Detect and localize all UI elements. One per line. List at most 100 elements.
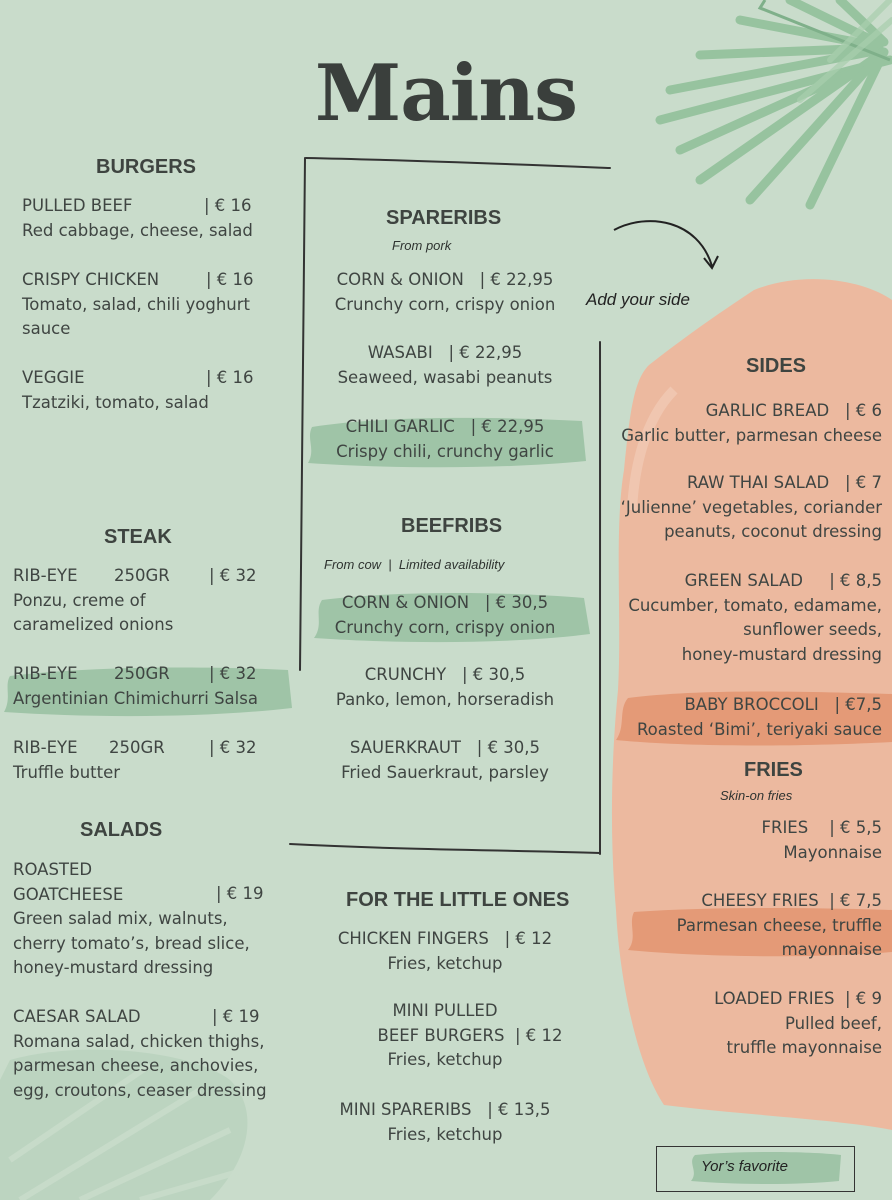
item-price: | € 12	[504, 929, 553, 948]
item-name: CORN & ONION	[336, 270, 464, 289]
item-name-line: SAUERKRAUT | € 30,5	[300, 736, 590, 761]
item-name: RIB-EYE	[13, 738, 78, 757]
item-description: Fried Sauerkraut, parsley	[341, 762, 549, 782]
item-description: parmesan cheese, anchovies,	[13, 1056, 259, 1075]
menu-item: CRUNCHY | € 30,5 Panko, lemon, horseradi…	[300, 663, 590, 712]
highlight-chili-garlic	[306, 413, 588, 471]
item-name-line: GREEN SALAD | € 8,5	[612, 569, 882, 594]
palm-leaf-icon	[640, 0, 892, 210]
item-name: GREEN SALAD	[684, 571, 803, 590]
legend-swatch	[691, 1152, 841, 1184]
item-description: Romana salad, chicken thighs,	[13, 1031, 265, 1051]
item-description: Crunchy corn, crispy onion	[334, 294, 556, 314]
item-price: | € 22,95	[479, 270, 554, 289]
section-note-beefribs: From cow | Limited availability	[324, 557, 505, 572]
item-name: ROASTED	[13, 860, 93, 879]
item-description: honey-mustard dressing	[681, 644, 882, 664]
item-description: truffle mayonnaise	[726, 1038, 882, 1057]
item-name: CHILI GARLIC	[345, 417, 455, 436]
item-description: Pulled beef,	[785, 1013, 882, 1033]
item-price: | € 22,95	[448, 343, 523, 362]
item-description: Red cabbage, cheese, salad	[22, 220, 253, 240]
item-price: | € 13,5	[487, 1100, 551, 1119]
item-name: CRUNCHY	[364, 665, 447, 684]
item-name-line: BABY BROCCOLI | €7,5	[612, 693, 882, 718]
item-name-line: FRIES | € 5,5	[612, 816, 882, 841]
item-price: | €7,5	[834, 695, 882, 714]
item-price: | € 8,5	[829, 571, 882, 590]
item-price: | € 32	[209, 664, 257, 683]
menu-item: ROASTED GOATCHEESE | € 19 Green salad mi…	[13, 858, 283, 981]
item-name: CHICKEN FINGERS	[337, 929, 489, 948]
item-name-line: RAW THAI SALAD | € 7	[612, 471, 882, 496]
item-price: | € 30,5	[484, 593, 549, 612]
item-name: WASABI	[367, 343, 433, 362]
item-description: Green salad mix, walnuts,	[13, 909, 228, 928]
item-name-line: CHICKEN FINGERS | € 12	[300, 927, 590, 952]
highlight-chimichurri	[4, 664, 294, 720]
item-description: cherry tomato’s, bread slice,	[13, 933, 250, 953]
menu-item: WASABI | € 22,95 Seaweed, wasabi peanuts	[300, 341, 590, 390]
item-price: | € 7,5	[829, 891, 882, 910]
item-description: honey-mustard dressing	[13, 958, 214, 977]
item-description: sunflower seeds,	[743, 620, 882, 639]
menu-item: GARLIC BREAD | € 6 Garlic butter, parmes…	[612, 399, 882, 448]
item-description: Ponzu, creme of	[13, 590, 146, 610]
section-heading-salads: SALADS	[80, 819, 163, 841]
section-heading-burgers: BURGERS	[96, 156, 197, 178]
item-name: CHEESY FRIES	[701, 891, 819, 910]
menu-item: LOADED FRIES | € 9 Pulled beef, truffle …	[612, 987, 882, 1061]
menu-item: CHEESY FRIES | € 7,5 Parmesan cheese, tr…	[612, 889, 882, 963]
menu-item: CHILI GARLIC | € 22,95 Crispy chili, cru…	[300, 415, 590, 464]
item-name: BABY BROCCOLI	[684, 695, 819, 714]
item-price: | € 32	[209, 566, 257, 585]
section-heading-beefribs: BEEFRIBS	[401, 515, 503, 537]
menu-item: RAW THAI SALAD | € 7 ‘Julienne’ vegetabl…	[612, 471, 882, 545]
item-description: Parmesan cheese, truffle	[676, 915, 882, 935]
item-name: GOATCHEESE	[13, 884, 124, 904]
item-price: | € 30,5	[476, 738, 541, 757]
item-description: Argentinian Chimichurri Salsa	[13, 688, 258, 708]
item-description: Cucumber, tomato, edamame,	[628, 595, 882, 615]
item-name-line: CHEESY FRIES | € 7,5	[612, 889, 882, 914]
section-heading-little-ones: FOR THE LITTLE ONES	[346, 889, 570, 911]
item-description: Fries, ketchup	[387, 1124, 503, 1144]
menu-item: RIB-EYE 250GR | € 32 Truffle butter	[13, 736, 273, 785]
item-description: egg, croutons, ceaser dressing	[13, 1080, 267, 1100]
item-name-line: CRUNCHY | € 30,5	[300, 663, 590, 688]
item-price: | € 7	[844, 473, 882, 492]
item-name-line: GARLIC BREAD | € 6	[612, 399, 882, 424]
legend-label: Yor’s favorite	[701, 1158, 788, 1175]
item-description: Fries, ketchup	[387, 953, 503, 973]
section-note-spareribs: From pork	[392, 238, 452, 253]
item-price: | € 9	[844, 989, 882, 1008]
item-name: CRISPY CHICKEN	[22, 270, 160, 289]
menu-item: BABY BROCCOLI | €7,5 Roasted ‘Bimi’, ter…	[612, 693, 882, 742]
item-name: BEEF BURGERS	[377, 1025, 505, 1045]
item-name: PULLED BEEF	[22, 196, 133, 215]
item-weight: 250GR	[109, 738, 165, 757]
item-price: | € 16	[204, 196, 252, 215]
item-description: Garlic butter, parmesan cheese	[621, 425, 882, 445]
item-name: RIB-EYE	[13, 566, 78, 585]
menu-item: VEGGIE | € 16 Tzatziki, tomato, salad	[22, 366, 262, 415]
item-description: peanuts, coconut dressing	[664, 522, 882, 541]
item-name-line: CORN & ONION | € 30,5	[300, 591, 590, 616]
item-name-line: MINI SPARERIBS | € 13,5	[300, 1098, 590, 1123]
item-weight: 250GR	[114, 664, 170, 683]
item-name: VEGGIE	[22, 368, 85, 387]
item-description: sauce	[22, 319, 71, 338]
menu-item: MINI SPARERIBS | € 13,5 Fries, ketchup	[300, 1098, 590, 1147]
add-your-side-callout: Add your side	[586, 290, 690, 309]
item-name: MINI SPARERIBS	[339, 1100, 472, 1119]
item-description: ‘Julienne’ vegetables, coriander	[620, 497, 882, 517]
menu-item: CRISPY CHICKEN | € 16 Tomato, salad, chi…	[22, 268, 262, 342]
item-name: MINI PULLED	[392, 1001, 498, 1020]
menu-item: PULLED BEEF | € 16 Red cabbage, cheese, …	[22, 194, 262, 243]
item-price: | € 6	[844, 401, 882, 420]
item-description: Roasted ‘Bimi’, teriyaki sauce	[636, 719, 882, 739]
menu-item: CHICKEN FINGERS | € 12 Fries, ketchup	[300, 927, 590, 976]
item-name: FRIES	[761, 818, 809, 837]
item-name: CAESAR SALAD	[13, 1007, 141, 1026]
menu-item: CORN & ONION | € 22,95 Crunchy corn, cri…	[300, 268, 590, 317]
